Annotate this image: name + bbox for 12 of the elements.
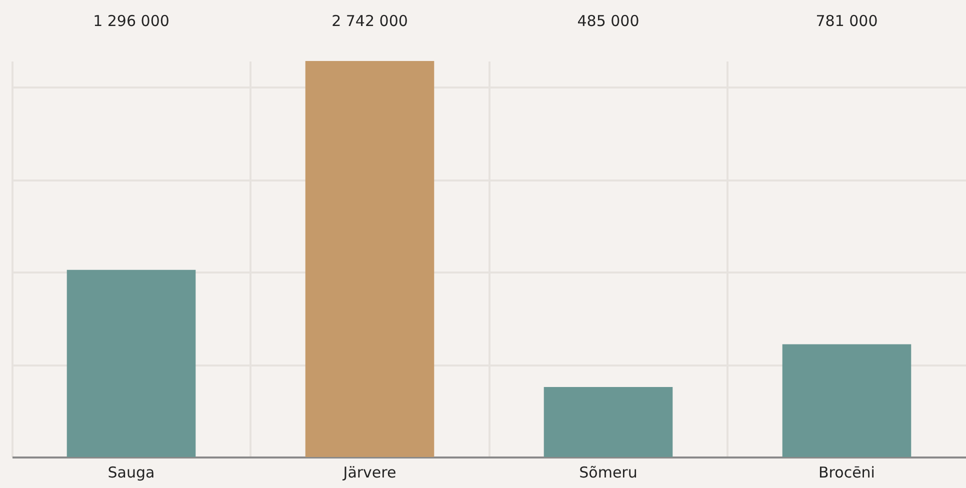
x-tick-label: Sõmeru bbox=[579, 464, 638, 482]
x-tick-label: Brocēni bbox=[818, 464, 875, 482]
data-label: 781 000 bbox=[816, 12, 878, 30]
x-tick-label: Sauga bbox=[108, 464, 155, 482]
bar bbox=[66, 270, 196, 457]
bar bbox=[305, 61, 434, 457]
x-tick-label: Järvere bbox=[342, 464, 396, 482]
data-label: 1 296 000 bbox=[93, 12, 170, 30]
data-label: 2 742 000 bbox=[332, 12, 408, 30]
bar bbox=[782, 344, 912, 457]
bar bbox=[544, 386, 673, 457]
data-label: 485 000 bbox=[577, 12, 640, 30]
